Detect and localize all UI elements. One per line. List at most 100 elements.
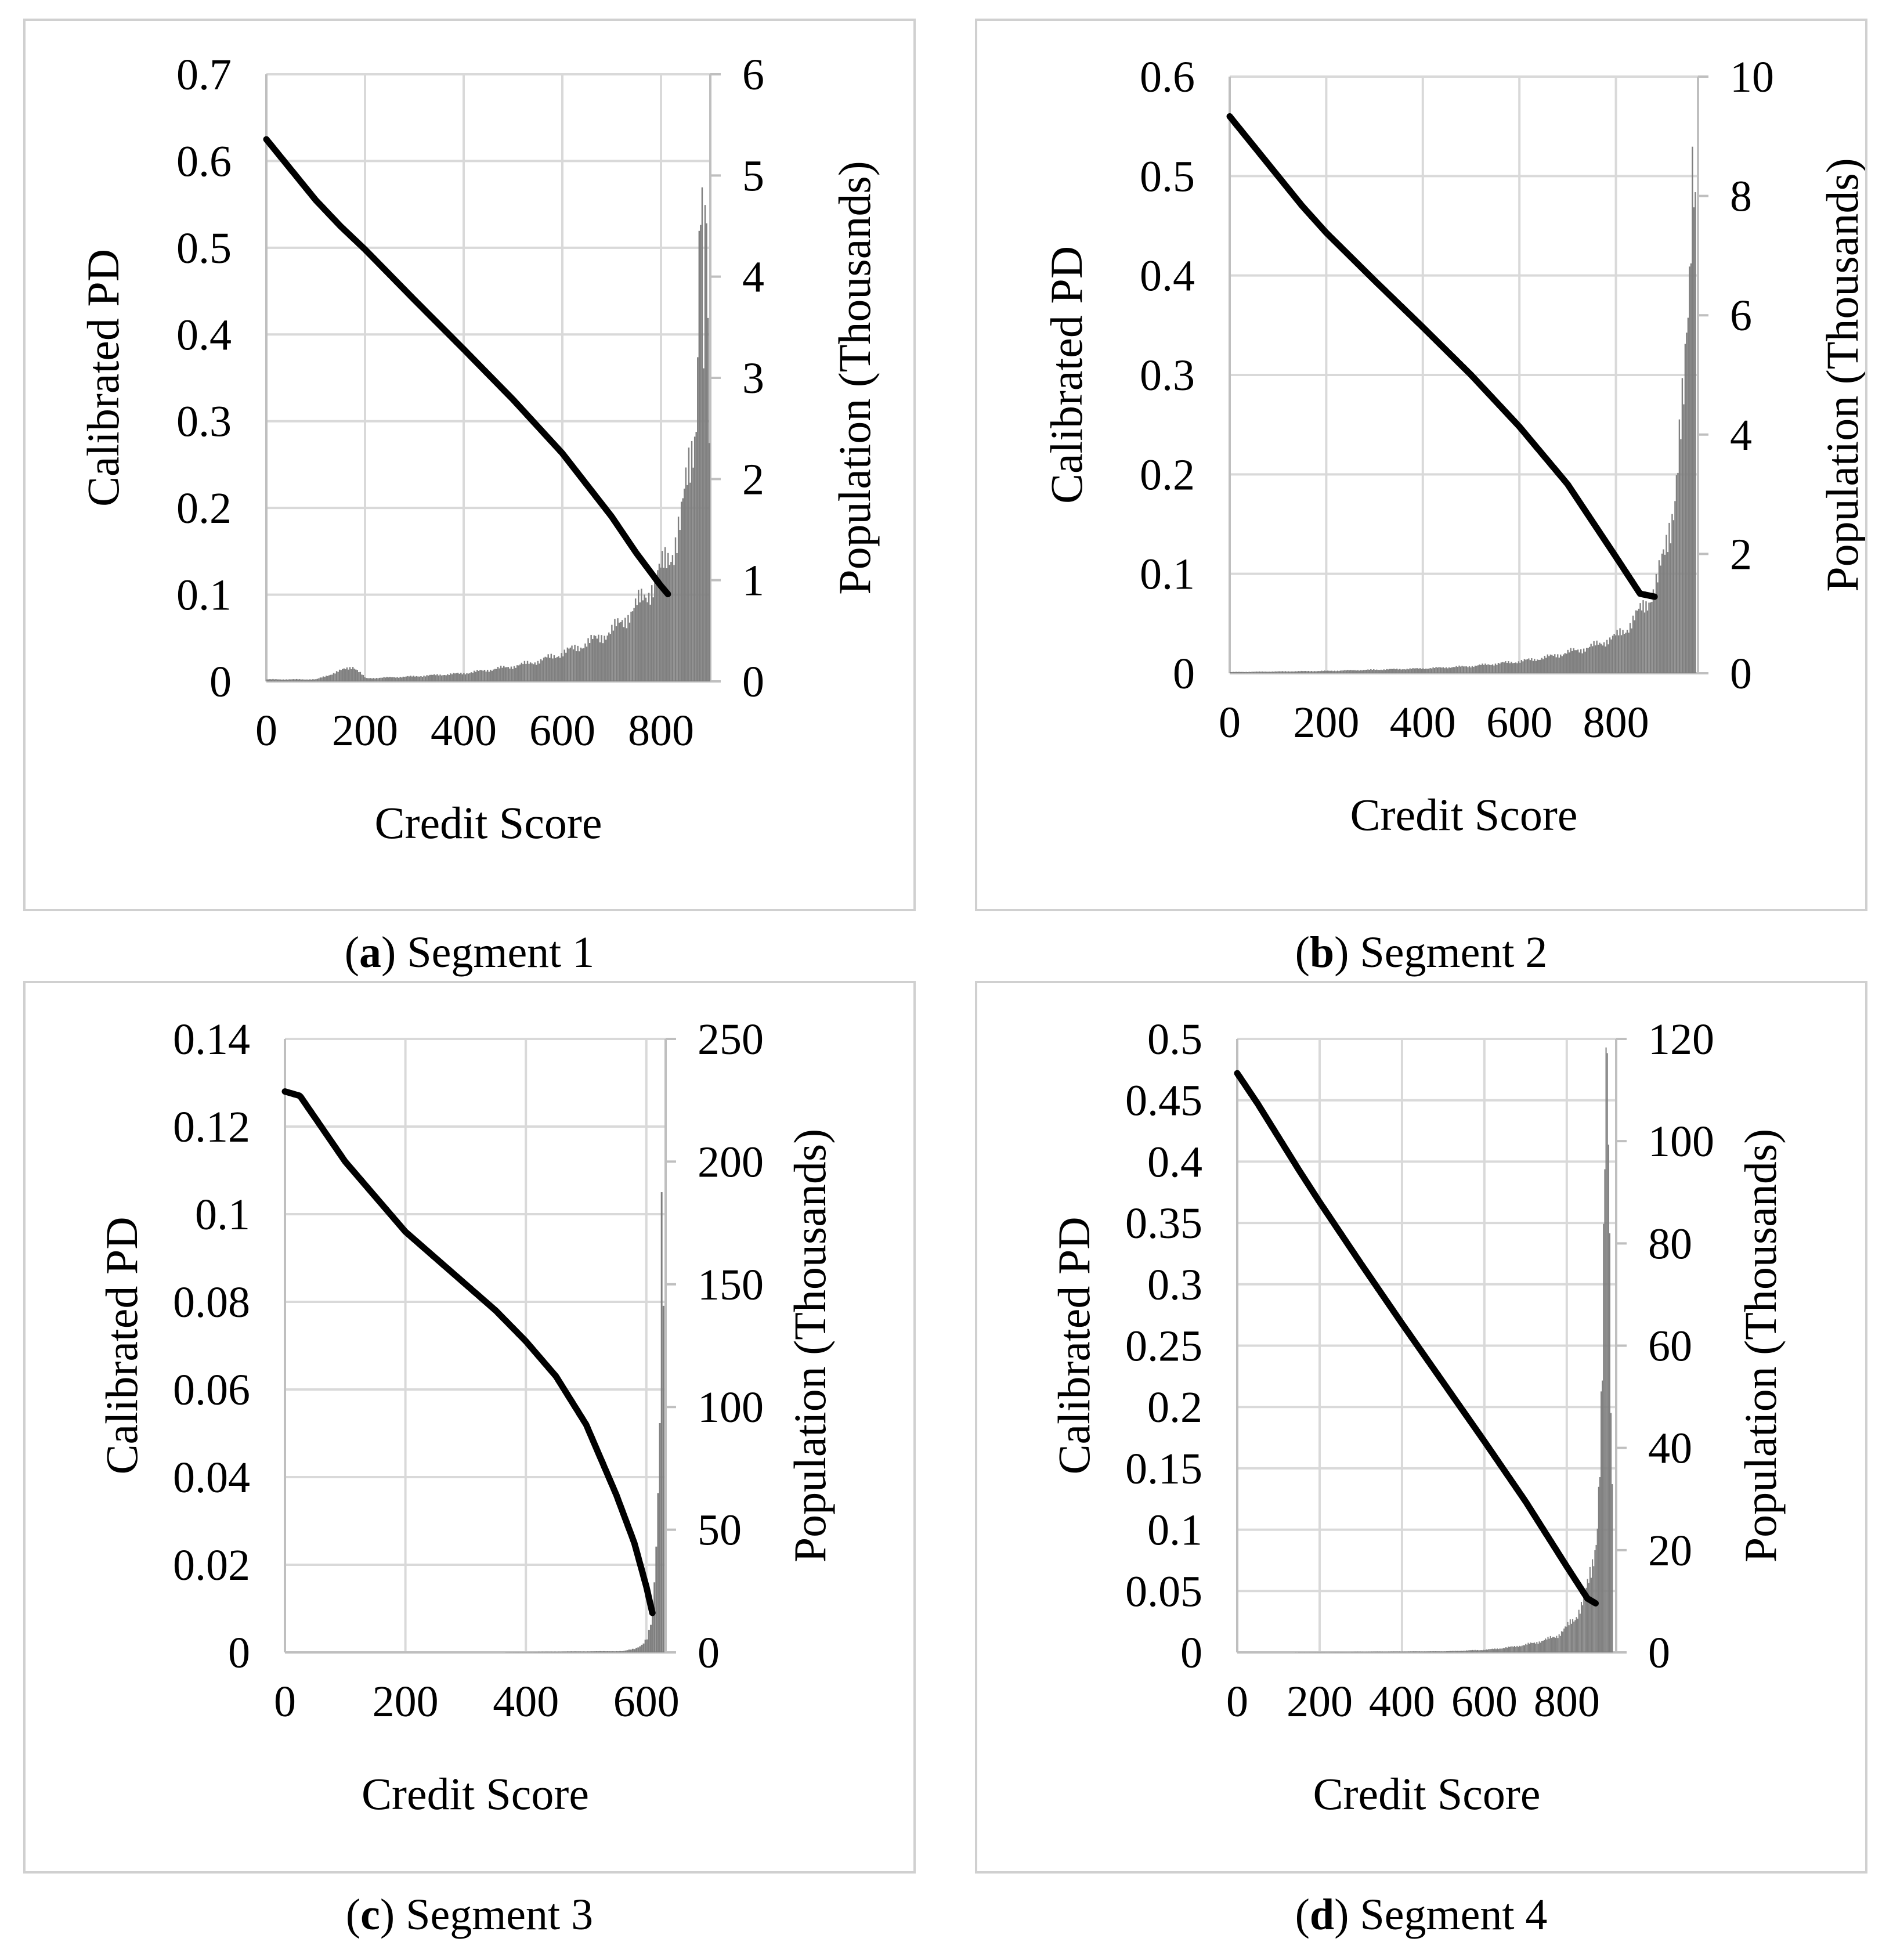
histogram-bar [1537, 1643, 1539, 1652]
y2-tick-label: 6 [1730, 291, 1752, 340]
histogram-bar [1527, 1643, 1529, 1652]
histogram-bar [603, 1651, 605, 1652]
histogram-bar [549, 658, 551, 681]
histogram-bar [523, 660, 526, 681]
histogram-bar [700, 225, 702, 681]
histogram-bar [1380, 669, 1382, 673]
x-tick-label: 200 [1293, 698, 1359, 747]
histogram-bar [608, 1651, 610, 1652]
x-tick-label: 600 [529, 706, 595, 755]
histogram-bar [1261, 671, 1263, 673]
histogram-bar [1569, 652, 1570, 673]
histogram-bar [1286, 672, 1288, 673]
x-axis-title: Credit Score [374, 797, 602, 848]
histogram-bar [1576, 1617, 1577, 1652]
histogram-bar [456, 673, 457, 681]
histogram-bar [1443, 1651, 1445, 1652]
x-tick-label: 0 [1226, 1677, 1248, 1726]
caption-segment-2: (b) Segment 2 [1295, 928, 1548, 977]
histogram-bar [1587, 1579, 1588, 1652]
histogram-bar [692, 467, 694, 681]
histogram-bar [1555, 657, 1557, 673]
histogram-bar [444, 674, 446, 681]
histogram-bar [1635, 610, 1637, 673]
histogram-bar [442, 675, 444, 681]
histogram-bar [1602, 645, 1603, 673]
histogram-bar [1412, 1651, 1414, 1652]
histogram-bar [1488, 1649, 1490, 1652]
histogram-bar [1368, 669, 1370, 673]
caption-text: Segment 1 [407, 928, 595, 977]
histogram-bar [276, 679, 279, 681]
histogram-bar [1493, 665, 1495, 673]
histogram-bar [1504, 1648, 1505, 1652]
histogram-bar [370, 678, 371, 681]
histogram-bar [1668, 522, 1670, 673]
histogram-bar [1293, 671, 1295, 673]
histogram-bar [377, 678, 379, 681]
histogram-bar [1555, 1637, 1556, 1652]
histogram-bar [1485, 1649, 1487, 1652]
histogram-bar [1519, 1645, 1520, 1652]
histogram-bar [1439, 667, 1442, 673]
histogram-bar [1424, 669, 1425, 673]
histogram-bar [617, 618, 619, 681]
histogram-bar [519, 664, 521, 681]
histogram-bar [1462, 1651, 1464, 1652]
histogram-bar [650, 1625, 652, 1652]
histogram-bar [362, 674, 364, 681]
histogram-bar [539, 663, 540, 681]
y2-tick-label: 2 [1730, 530, 1752, 579]
histogram-bar [1457, 666, 1459, 673]
histogram-bar [1464, 666, 1466, 673]
histogram-bar [1348, 670, 1350, 673]
histogram-bar [1497, 1648, 1498, 1652]
histogram-bar [290, 679, 292, 681]
histogram-bar [1491, 664, 1494, 673]
x-tick-label: 600 [1451, 1677, 1518, 1726]
histogram-bar [1406, 669, 1408, 673]
histogram-bar [493, 669, 494, 681]
histogram-bar [1312, 671, 1314, 673]
histogram-bar [642, 1643, 645, 1652]
histogram-bar [1540, 659, 1541, 673]
histogram-bar [1572, 651, 1573, 673]
histogram-bar [633, 608, 635, 681]
histogram-bar [1531, 658, 1533, 673]
y2-tick-label: 150 [698, 1261, 764, 1309]
histogram-bar [652, 1607, 654, 1652]
y2-tick-label: 100 [698, 1383, 764, 1432]
histogram-bar [592, 638, 594, 681]
histogram-bar [646, 602, 648, 681]
x-tick-label: 0 [255, 706, 277, 755]
histogram-bar [657, 1493, 659, 1652]
histogram-bar [401, 677, 403, 681]
histogram-bar [649, 604, 651, 681]
histogram-bar [1473, 1650, 1475, 1652]
histogram-bar [297, 679, 299, 681]
y2-axis-title: Population (Thousands) [1735, 1129, 1786, 1562]
histogram-bar [1532, 1643, 1534, 1652]
histogram-bar [559, 658, 561, 681]
y-tick-label: 0.05 [1125, 1567, 1202, 1616]
histogram-bar [543, 658, 545, 681]
x-tick-label: 600 [613, 1677, 680, 1726]
histogram-bar [1360, 670, 1361, 673]
histogram-bar [1497, 663, 1500, 673]
histogram-bar [413, 676, 414, 681]
histogram-bar [328, 675, 330, 681]
histogram-bar [348, 669, 349, 681]
histogram-bar [620, 622, 622, 681]
histogram-bar [1596, 1528, 1598, 1652]
histogram-bar [1499, 663, 1501, 673]
histogram-bar [528, 663, 530, 681]
histogram-bar [506, 667, 508, 681]
x-tick-label: 200 [332, 706, 398, 755]
y2-axis-title: Population (Thousands) [785, 1129, 835, 1562]
histogram-bar [417, 676, 419, 681]
histogram-bar [294, 679, 296, 681]
histogram-bar [269, 679, 271, 681]
population-histogram [1295, 1047, 1613, 1652]
histogram-bar [592, 1651, 594, 1652]
histogram-bar [1289, 672, 1291, 673]
